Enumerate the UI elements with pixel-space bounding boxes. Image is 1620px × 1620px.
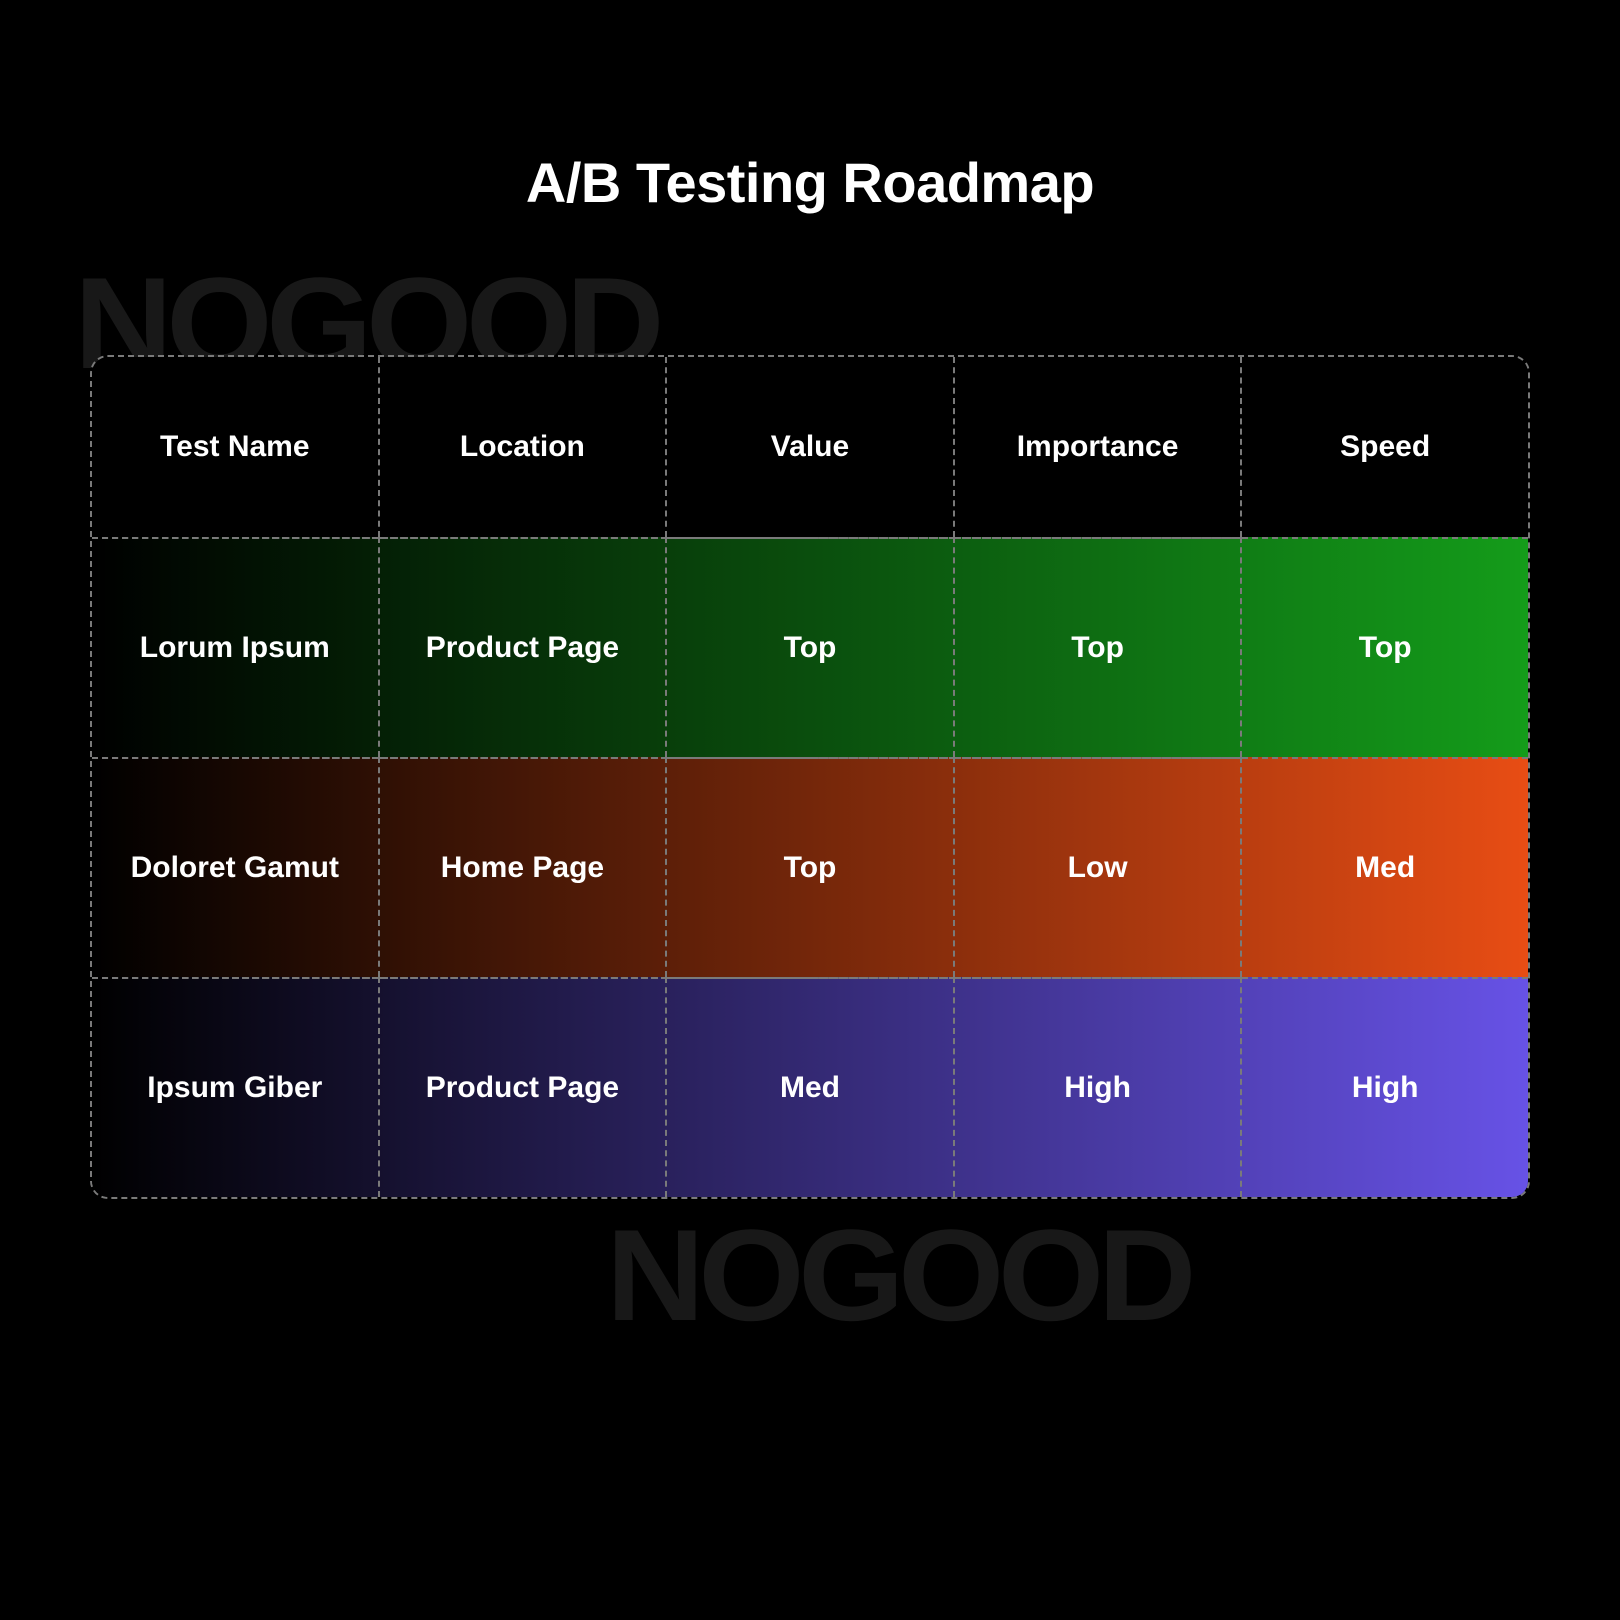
table-row: Lorum Ipsum Product Page Top Top Top — [92, 537, 1528, 757]
cell-location: Product Page — [380, 537, 668, 757]
col-header-value: Value — [667, 357, 955, 537]
cell-location: Product Page — [380, 977, 668, 1197]
roadmap-table: Test Name Location Value Importance Spee… — [90, 355, 1530, 1199]
col-header-importance: Importance — [955, 357, 1243, 537]
watermark-bottom: NOGOOD — [606, 1210, 1190, 1340]
table-header-row: Test Name Location Value Importance Spee… — [92, 357, 1528, 537]
col-header-test-name: Test Name — [92, 357, 380, 537]
cell-test-name: Lorum Ipsum — [92, 537, 380, 757]
cell-location: Home Page — [380, 757, 668, 977]
cell-value: Top — [667, 757, 955, 977]
cell-value: Top — [667, 537, 955, 757]
col-header-location: Location — [380, 357, 668, 537]
cell-importance: Low — [955, 757, 1243, 977]
cell-speed: Med — [1242, 757, 1528, 977]
cell-speed: Top — [1242, 537, 1528, 757]
page-title: A/B Testing Roadmap — [0, 0, 1620, 215]
cell-test-name: Ipsum Giber — [92, 977, 380, 1197]
cell-importance: Top — [955, 537, 1243, 757]
cell-importance: High — [955, 977, 1243, 1197]
table-row: Doloret Gamut Home Page Top Low Med — [92, 757, 1528, 977]
cell-speed: High — [1242, 977, 1528, 1197]
cell-value: Med — [667, 977, 955, 1197]
cell-test-name: Doloret Gamut — [92, 757, 380, 977]
table-row: Ipsum Giber Product Page Med High High — [92, 977, 1528, 1197]
col-header-speed: Speed — [1242, 357, 1528, 537]
